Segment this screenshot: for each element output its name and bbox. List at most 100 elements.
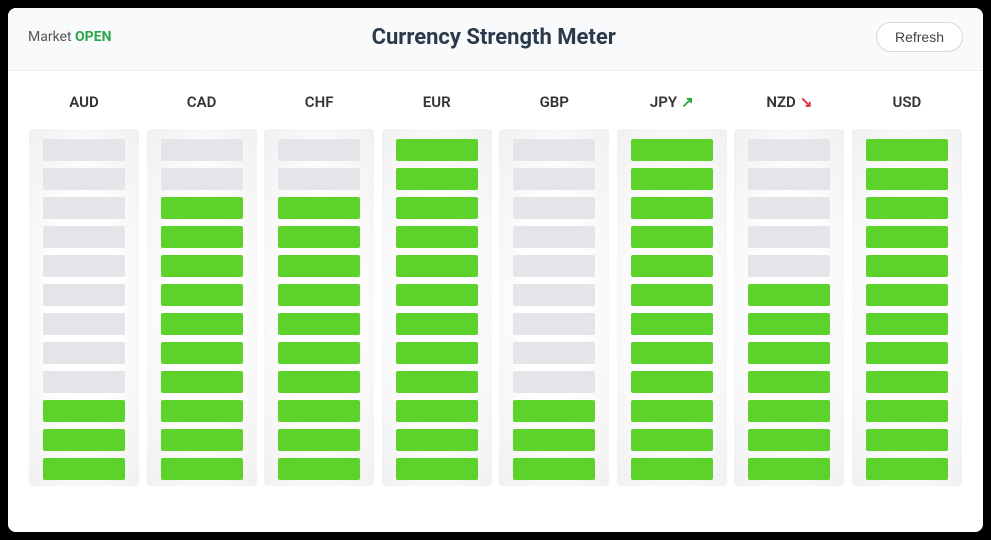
bar-segment bbox=[161, 429, 243, 451]
bar-segment bbox=[866, 139, 948, 161]
bar-segment bbox=[396, 168, 478, 190]
bar-segment bbox=[43, 255, 125, 277]
bar-segment bbox=[161, 400, 243, 422]
bar-segment bbox=[43, 226, 125, 248]
bar-segment bbox=[278, 400, 360, 422]
bar-segment bbox=[748, 313, 830, 335]
bar-segment bbox=[161, 255, 243, 277]
bar-segment bbox=[513, 284, 595, 306]
bars bbox=[161, 139, 243, 480]
bar-segment bbox=[631, 429, 713, 451]
bar-segment bbox=[866, 342, 948, 364]
bars-wrap bbox=[43, 139, 125, 480]
bar-segment bbox=[631, 342, 713, 364]
meter-label: USD bbox=[893, 93, 922, 111]
meter-nzd: NZD ↘ bbox=[745, 93, 833, 506]
bar-segment bbox=[748, 255, 830, 277]
currency-code: JPY bbox=[650, 93, 677, 111]
bar-segment bbox=[631, 313, 713, 335]
arrow-down-icon: ↘ bbox=[800, 93, 813, 111]
bar-segment bbox=[513, 371, 595, 393]
bar-segment bbox=[396, 342, 478, 364]
bar-segment bbox=[396, 284, 478, 306]
bar-segment bbox=[43, 284, 125, 306]
arrow-up-icon: ↗ bbox=[681, 93, 694, 111]
currency-code: EUR bbox=[423, 93, 451, 111]
bar-segment bbox=[513, 458, 595, 480]
bar-segment bbox=[161, 168, 243, 190]
bars-wrap bbox=[748, 139, 830, 480]
bar-segment bbox=[631, 255, 713, 277]
bar-segment bbox=[631, 371, 713, 393]
bar-segment bbox=[43, 139, 125, 161]
bar-segment bbox=[161, 139, 243, 161]
bar-segment bbox=[866, 168, 948, 190]
bars-wrap bbox=[631, 139, 713, 480]
meter-label: GBP bbox=[540, 93, 569, 111]
bar-segment bbox=[278, 197, 360, 219]
bar-segment bbox=[631, 284, 713, 306]
currency-code: CAD bbox=[187, 93, 217, 111]
bars bbox=[396, 139, 478, 480]
bar-segment bbox=[748, 371, 830, 393]
bar-segment bbox=[866, 226, 948, 248]
bar-segment bbox=[43, 458, 125, 480]
bar-segment bbox=[396, 371, 478, 393]
bar-segment bbox=[278, 226, 360, 248]
bar-segment bbox=[161, 313, 243, 335]
bar-segment bbox=[513, 342, 595, 364]
currency-code: CHF bbox=[305, 93, 334, 111]
bars bbox=[631, 139, 713, 480]
strength-meter-card: Market OPEN Currency Strength Meter Refr… bbox=[8, 8, 983, 532]
bar-segment bbox=[513, 313, 595, 335]
bar-segment bbox=[161, 342, 243, 364]
meter-gbp: GBP bbox=[510, 93, 598, 506]
bar-segment bbox=[396, 139, 478, 161]
bar-segment bbox=[513, 429, 595, 451]
bar-segment bbox=[161, 226, 243, 248]
bar-segment bbox=[866, 371, 948, 393]
bars-wrap bbox=[161, 139, 243, 480]
bar-segment bbox=[396, 429, 478, 451]
bar-segment bbox=[43, 429, 125, 451]
bar-segment bbox=[748, 458, 830, 480]
bar-segment bbox=[43, 313, 125, 335]
bar-segment bbox=[396, 313, 478, 335]
meter-label: AUD bbox=[69, 93, 99, 111]
bar-segment bbox=[278, 168, 360, 190]
bar-segment bbox=[161, 371, 243, 393]
bar-segment bbox=[161, 197, 243, 219]
refresh-button[interactable]: Refresh bbox=[876, 22, 963, 52]
bars-wrap bbox=[866, 139, 948, 480]
bar-segment bbox=[631, 197, 713, 219]
bar-segment bbox=[866, 284, 948, 306]
meter-label: EUR bbox=[423, 93, 451, 111]
meter-chf: CHF bbox=[275, 93, 363, 506]
bar-segment bbox=[161, 458, 243, 480]
bar-segment bbox=[513, 168, 595, 190]
meter-usd: USD bbox=[863, 93, 951, 506]
bar-segment bbox=[748, 342, 830, 364]
meter-label: NZD ↘ bbox=[766, 93, 812, 111]
bar-segment bbox=[513, 226, 595, 248]
bar-segment bbox=[278, 284, 360, 306]
bars bbox=[513, 139, 595, 480]
bar-segment bbox=[631, 168, 713, 190]
bar-segment bbox=[513, 400, 595, 422]
header: Market OPEN Currency Strength Meter Refr… bbox=[8, 8, 983, 71]
bar-segment bbox=[278, 313, 360, 335]
currency-code: NZD bbox=[766, 93, 795, 111]
bar-segment bbox=[748, 400, 830, 422]
bar-segment bbox=[513, 197, 595, 219]
bars-wrap bbox=[396, 139, 478, 480]
bar-segment bbox=[278, 429, 360, 451]
bar-segment bbox=[396, 226, 478, 248]
bars bbox=[43, 139, 125, 480]
bar-segment bbox=[748, 284, 830, 306]
meters-container: AUD CAD CHF EUR GBP JPY↗ NZD ↘ USD bbox=[8, 71, 983, 532]
bars-wrap bbox=[278, 139, 360, 480]
currency-code: AUD bbox=[69, 93, 99, 111]
bar-segment bbox=[631, 400, 713, 422]
page-title: Currency Strength Meter bbox=[372, 25, 616, 50]
bar-segment bbox=[866, 313, 948, 335]
